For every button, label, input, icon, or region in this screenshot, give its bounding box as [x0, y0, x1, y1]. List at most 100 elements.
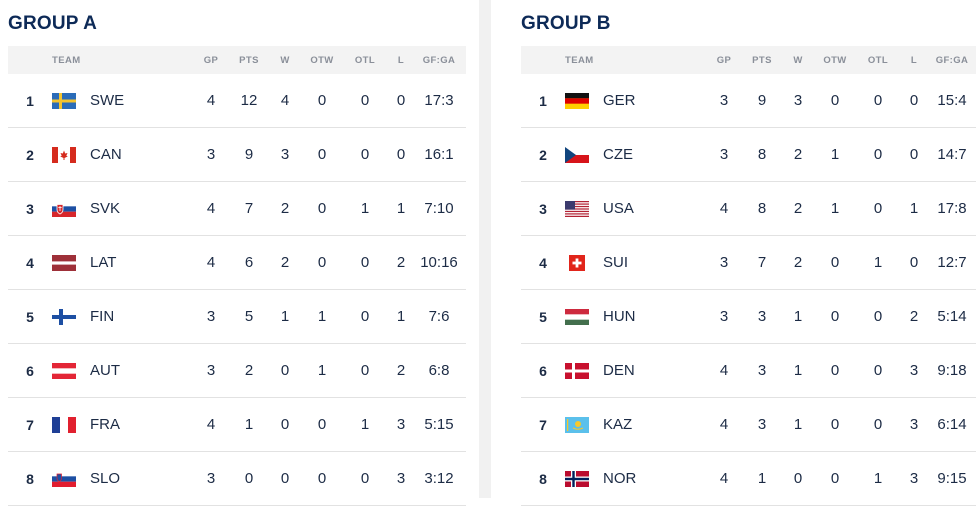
- table-header: TEAM GP PTS W OTW OTL L GF:GA: [8, 46, 466, 74]
- team-name[interactable]: KAZ: [603, 416, 633, 433]
- otw-value: 0: [317, 416, 327, 433]
- denmark-flag: [565, 362, 589, 379]
- gfga-value: 7:6: [428, 308, 450, 325]
- hungary-flag: [565, 308, 589, 325]
- team-name[interactable]: LAT: [90, 254, 117, 271]
- table-row[interactable]: 2 CAN 3 9 3 0 0 0 16:1: [8, 128, 466, 182]
- gfga-value: 15:4: [937, 92, 967, 109]
- kazakhstan-flag: [565, 416, 589, 433]
- header-w: W: [280, 54, 290, 66]
- table-row[interactable]: 3 USA 4 8 2 1 0 1 17:8: [521, 182, 976, 236]
- rank: 4: [539, 254, 547, 271]
- otw-value: 1: [830, 200, 840, 217]
- team-name[interactable]: NOR: [603, 470, 637, 487]
- table-row[interactable]: 5 FIN 3 5 1 1 0 1 7:6: [8, 290, 466, 344]
- table-row[interactable]: 7 FRA 4 1 0 0 1 3 5:15: [8, 398, 466, 452]
- header-gfga: GF:GA: [935, 54, 969, 66]
- rank: 7: [26, 416, 34, 433]
- austria-flag: [52, 362, 76, 379]
- table-row[interactable]: 1 GER 3 9 3 0 0 0 15:4: [521, 74, 976, 128]
- otl-value: 0: [360, 308, 370, 325]
- team-name[interactable]: USA: [603, 200, 634, 217]
- table-row[interactable]: 5 HUN 3 3 1 0 0 2 5:14: [521, 290, 976, 344]
- group-b-table: GROUP B TEAM GP PTS W OTW OTL L GF:GA 1 G…: [521, 0, 976, 506]
- otw-value: 0: [830, 362, 840, 379]
- rank: 5: [26, 308, 34, 325]
- otl-value: 0: [873, 308, 883, 325]
- group-title: GROUP B: [521, 13, 611, 34]
- l-value: 0: [909, 146, 919, 163]
- gfga-value: 9:15: [937, 470, 967, 487]
- standings-rows: 1 SWE 4 12 4 0 0 0 17:3 2 CAN 3 9 3 0 0 0 16:1 3 SVK 4 7 2 0 1 1 7…: [8, 74, 466, 506]
- team-name[interactable]: HUN: [603, 308, 636, 325]
- switzerland-flag: [565, 254, 589, 271]
- pts-value: 9: [244, 146, 254, 163]
- otw-value: 0: [317, 146, 327, 163]
- l-value: 1: [396, 200, 406, 217]
- otw-value: 0: [830, 92, 840, 109]
- w-value: 2: [793, 254, 803, 271]
- otw-value: 0: [830, 470, 840, 487]
- latvia-flag: [52, 254, 76, 271]
- gfga-value: 7:10: [424, 200, 454, 217]
- france-flag: [52, 416, 76, 433]
- gfga-value: 17:3: [424, 92, 454, 109]
- table-row[interactable]: 6 AUT 3 2 0 1 0 2 6:8: [8, 344, 466, 398]
- l-value: 0: [396, 92, 406, 109]
- table-row[interactable]: 1 SWE 4 12 4 0 0 0 17:3: [8, 74, 466, 128]
- w-value: 1: [793, 362, 803, 379]
- header-l: L: [910, 54, 918, 66]
- gp-value: 4: [206, 254, 216, 271]
- gp-value: 3: [206, 470, 216, 487]
- gp-value: 4: [719, 200, 729, 217]
- otl-value: 0: [360, 146, 370, 163]
- otw-value: 0: [317, 92, 327, 109]
- pts-value: 1: [244, 416, 254, 433]
- team-name[interactable]: CZE: [603, 146, 633, 163]
- w-value: 0: [280, 416, 290, 433]
- group-divider: [479, 0, 491, 498]
- otl-value: 0: [873, 92, 883, 109]
- pts-value: 3: [757, 362, 767, 379]
- gfga-value: 10:16: [420, 254, 458, 271]
- germany-flag: [565, 92, 589, 109]
- group-title: GROUP A: [8, 13, 98, 34]
- team-name[interactable]: SWE: [90, 92, 125, 109]
- slovenia-flag: [52, 470, 76, 487]
- otl-value: 0: [360, 254, 370, 271]
- gp-value: 3: [719, 92, 729, 109]
- team-name[interactable]: SUI: [603, 254, 629, 271]
- otl-value: 0: [360, 362, 370, 379]
- table-row[interactable]: 7 KAZ 4 3 1 0 0 3 6:14: [521, 398, 976, 452]
- table-row[interactable]: 4 SUI 3 7 2 0 1 0 12:7: [521, 236, 976, 290]
- l-value: 2: [396, 254, 406, 271]
- team-name[interactable]: FIN: [90, 308, 115, 325]
- otw-value: 1: [317, 362, 327, 379]
- table-row[interactable]: 2 CZE 3 8 2 1 0 0 14:7: [521, 128, 976, 182]
- team-name[interactable]: DEN: [603, 362, 635, 379]
- gfga-value: 14:7: [937, 146, 967, 163]
- otw-value: 0: [317, 200, 327, 217]
- otl-value: 0: [360, 92, 370, 109]
- gfga-value: 12:7: [937, 254, 967, 271]
- otw-value: 1: [830, 146, 840, 163]
- team-name[interactable]: SLO: [90, 470, 121, 487]
- l-value: 0: [396, 146, 406, 163]
- otw-value: 1: [317, 308, 327, 325]
- pts-value: 7: [757, 254, 767, 271]
- gp-value: 3: [719, 146, 729, 163]
- gp-value: 3: [719, 254, 729, 271]
- header-team: TEAM: [565, 54, 594, 66]
- table-row[interactable]: 3 SVK 4 7 2 0 1 1 7:10: [8, 182, 466, 236]
- team-name[interactable]: CAN: [90, 146, 122, 163]
- table-row[interactable]: 4 LAT 4 6 2 0 0 2 10:16: [8, 236, 466, 290]
- team-name[interactable]: GER: [603, 92, 636, 109]
- l-value: 3: [909, 416, 919, 433]
- team-name[interactable]: FRA: [90, 416, 120, 433]
- canada-flag: [52, 146, 76, 163]
- table-row[interactable]: 8 SLO 3 0 0 0 0 3 3:12: [8, 452, 466, 506]
- team-name[interactable]: SVK: [90, 200, 121, 217]
- table-row[interactable]: 6 DEN 4 3 1 0 0 3 9:18: [521, 344, 976, 398]
- l-value: 1: [909, 200, 919, 217]
- team-name[interactable]: AUT: [90, 362, 120, 379]
